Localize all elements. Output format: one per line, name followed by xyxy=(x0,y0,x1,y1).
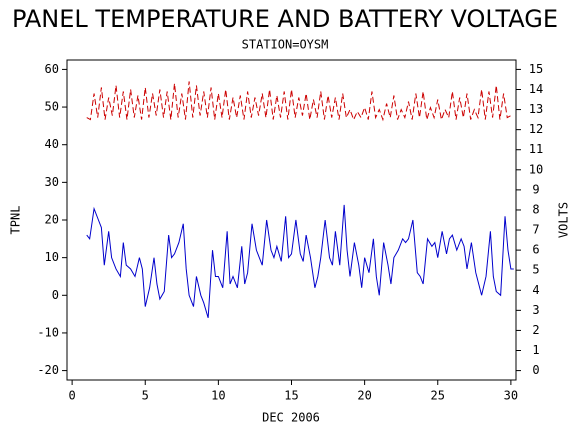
y2-tick-label: 14 xyxy=(529,82,543,96)
y2-tick-label: 9 xyxy=(532,182,539,196)
x-tick-label: 10 xyxy=(211,389,225,403)
y-axis-label: TPNL xyxy=(9,206,23,235)
x-tick-label: 5 xyxy=(142,389,149,403)
x-tick-label: 30 xyxy=(504,389,518,403)
y2-tick-label: 1 xyxy=(532,343,539,357)
y-tick-label: 60 xyxy=(45,62,59,76)
data-line xyxy=(86,204,514,319)
plot-frame xyxy=(66,59,517,381)
y-tick-label: 0 xyxy=(52,288,59,302)
x-tick-label: 20 xyxy=(357,389,371,403)
chart-title: PANEL TEMPERATURE AND BATTERY VOLTAGE xyxy=(12,5,558,33)
y2-tick-label: 6 xyxy=(532,243,539,257)
y2-tick-label: 13 xyxy=(529,102,543,116)
x-tick-label: 0 xyxy=(69,389,76,403)
x-tick-label: 25 xyxy=(431,389,445,403)
y2-tick-label: 10 xyxy=(529,162,543,176)
y2-tick-label: 3 xyxy=(532,303,539,317)
y-tick-label: 20 xyxy=(45,213,59,227)
y2-tick-label: 0 xyxy=(532,363,539,377)
y-tick-label: -20 xyxy=(37,363,59,377)
y-tick-label: 40 xyxy=(45,137,59,151)
y-tick-label: 50 xyxy=(45,100,59,114)
y2-tick-label: 15 xyxy=(529,62,543,76)
y2-axis-label: VOLTS xyxy=(557,202,570,238)
y-tick-label: -10 xyxy=(37,325,59,339)
x-axis-label: DEC 2006 xyxy=(262,411,320,425)
y2-tick-label: 5 xyxy=(532,263,539,277)
data-line xyxy=(86,81,512,122)
chart-subtitle: STATION=OYSM xyxy=(242,38,329,52)
x-tick-label: 15 xyxy=(284,389,298,403)
y2-tick-label: 2 xyxy=(532,323,539,337)
y-tick-label: 30 xyxy=(45,175,59,189)
y2-tick-label: 12 xyxy=(529,122,543,136)
y2-tick-label: 8 xyxy=(532,202,539,216)
y-tick-label: 10 xyxy=(45,250,59,264)
y2-tick-label: 4 xyxy=(532,283,539,297)
y2-tick-label: 7 xyxy=(532,223,539,237)
y2-tick-label: 11 xyxy=(529,142,543,156)
